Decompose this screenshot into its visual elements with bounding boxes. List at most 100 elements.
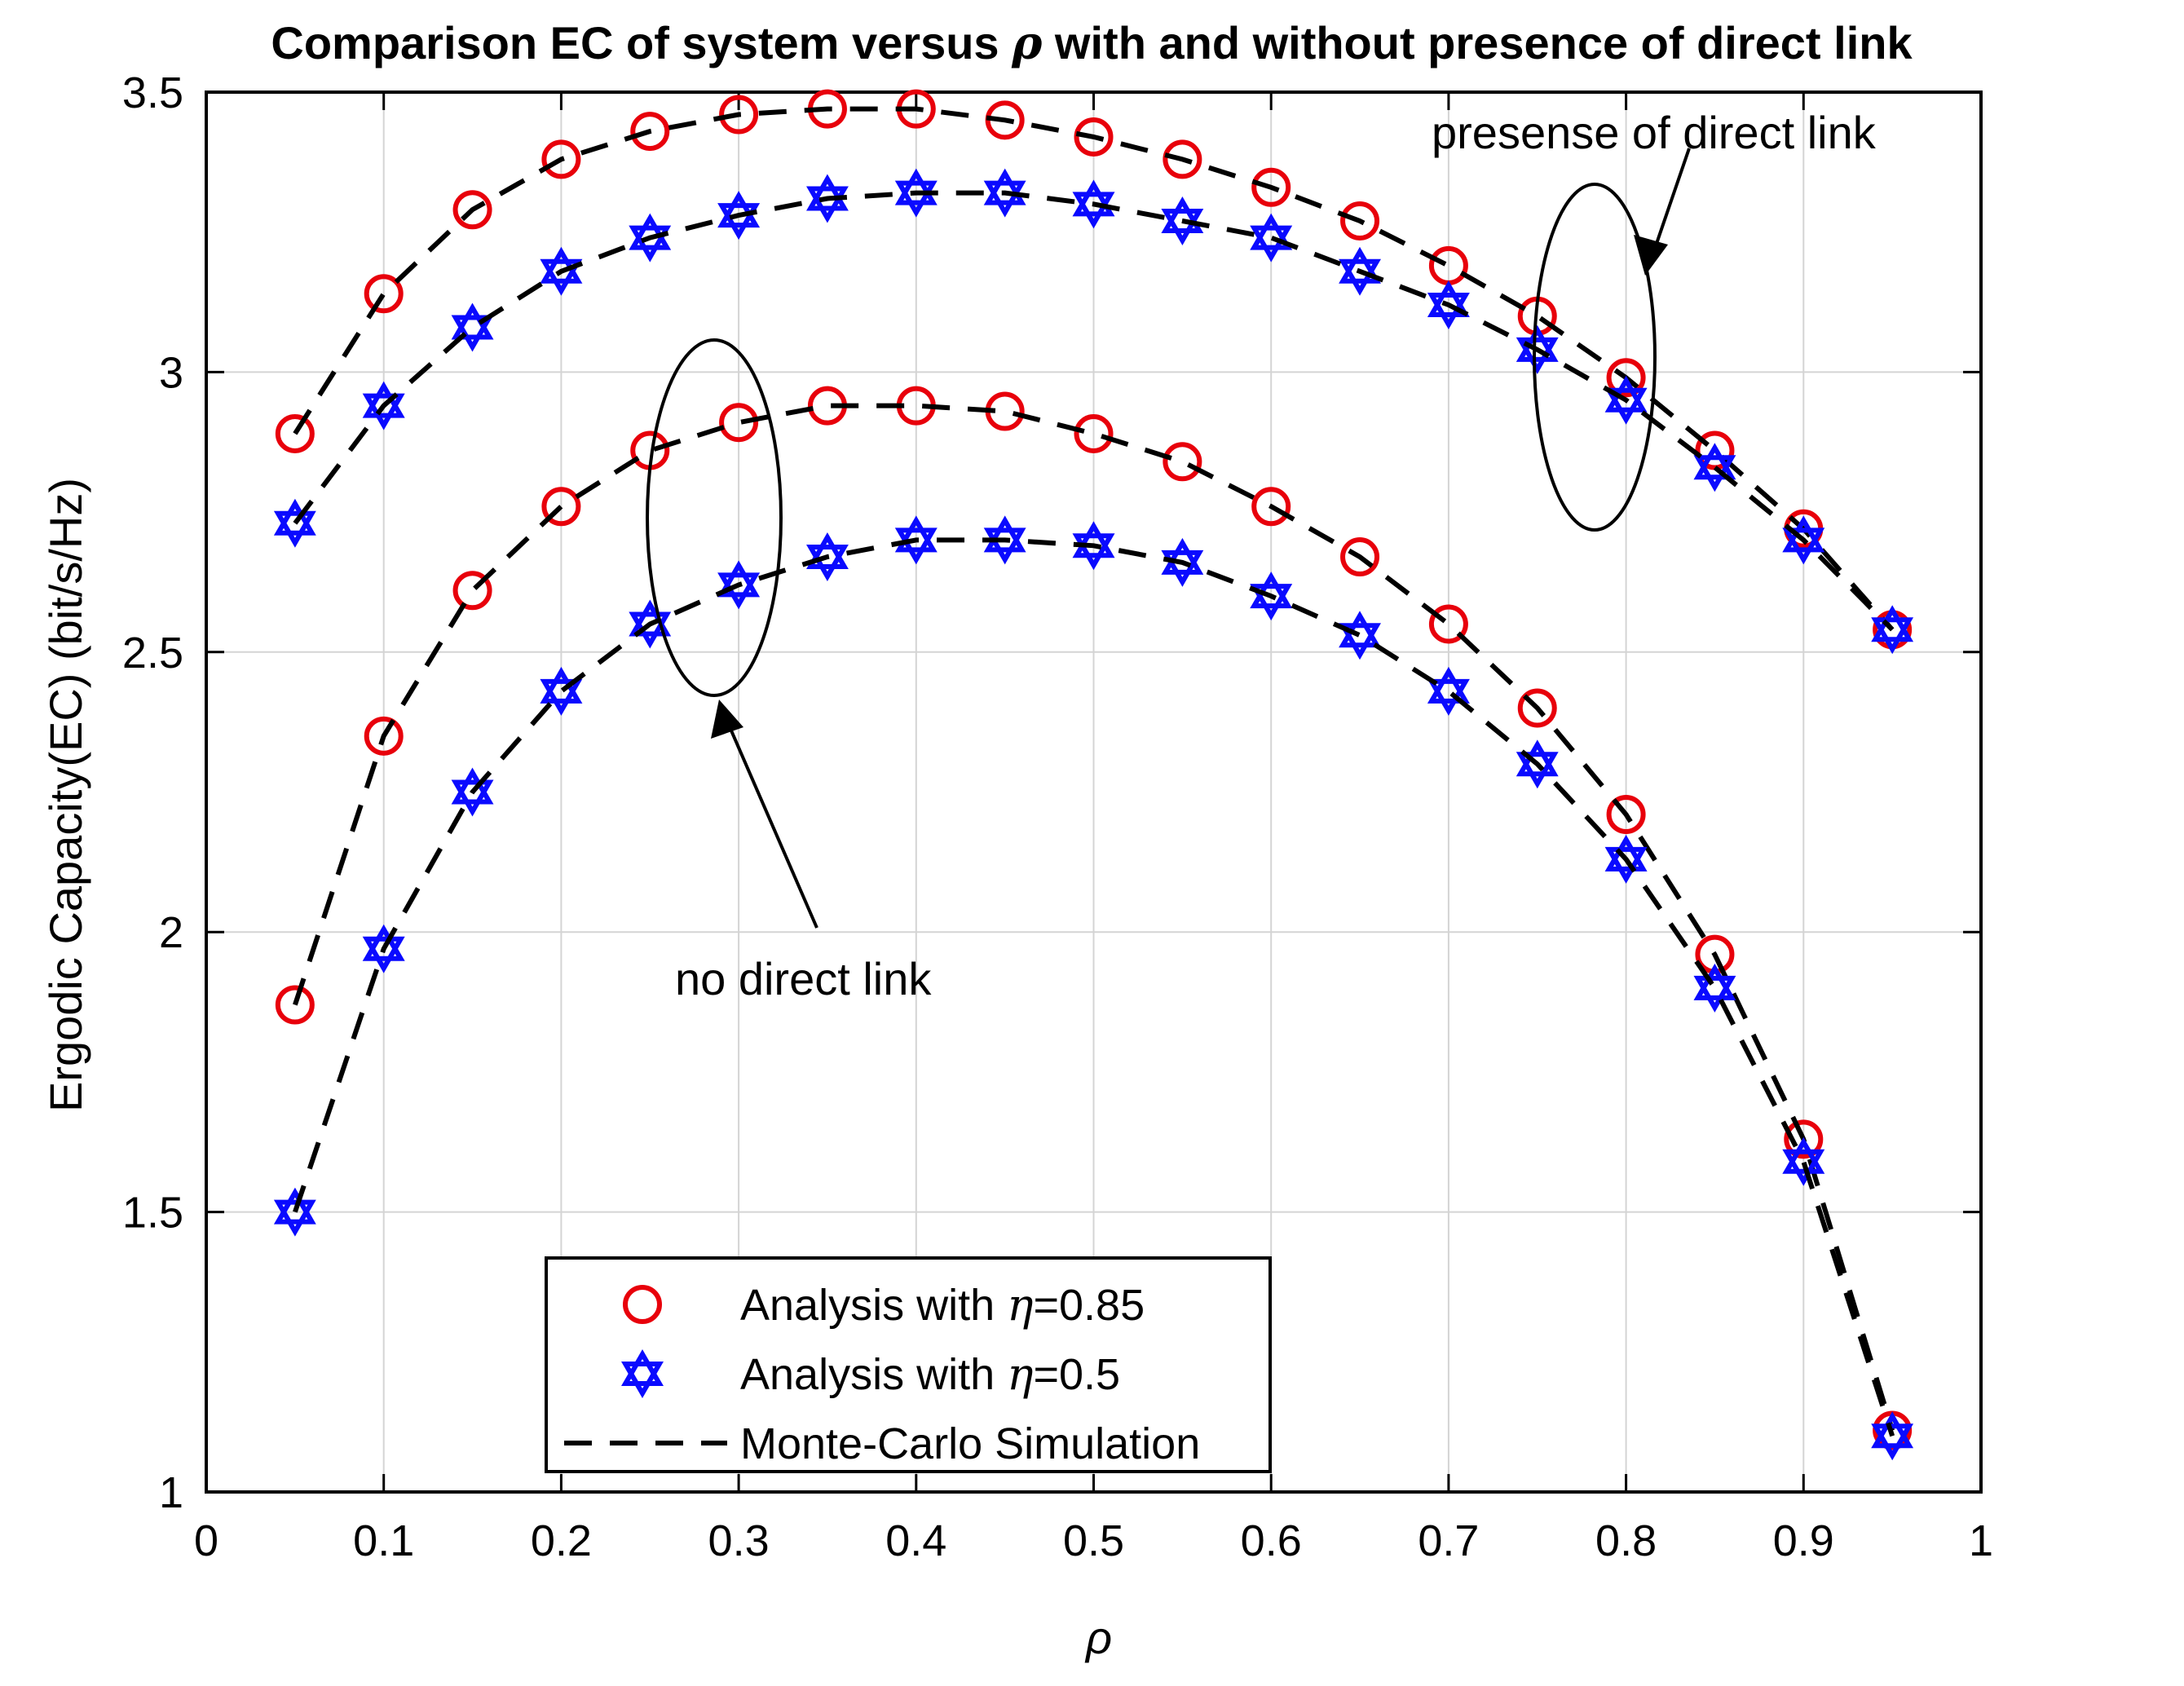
hexagram-triangle-down: [451, 779, 494, 817]
data-point-hexagram: [806, 174, 849, 223]
simulation-line: [293, 190, 1895, 632]
data-point-circle: [719, 403, 759, 443]
hexagram-triangle-down: [540, 678, 583, 716]
hexagram-triangle-up: [621, 1349, 664, 1386]
hexagram-triangle-down: [629, 225, 672, 263]
data-point-circle: [1606, 358, 1646, 398]
data-point-circle: [364, 274, 404, 314]
legend-entry: Analysis with η=0.5: [621, 1348, 1120, 1400]
data-point-hexagram: [717, 191, 761, 241]
y-tick-label: 3: [159, 348, 183, 397]
data-point-circle: [1074, 413, 1114, 453]
data-point-circle: [1428, 604, 1468, 644]
hexagram-triangle-down: [1516, 752, 1559, 789]
data-point-circle: [1163, 442, 1202, 482]
series-nodirect-eta05: [273, 515, 1914, 1461]
hexagram-triangle-up: [273, 1187, 316, 1225]
y-tick-label: 2: [159, 908, 183, 957]
annotation-direct-arrowhead: [1634, 235, 1668, 276]
hexagram-triangle-down: [1604, 846, 1648, 884]
data-point-circle: [452, 190, 492, 230]
data-point-hexagram: [983, 515, 1026, 565]
data-point-circle: [1517, 688, 1557, 728]
hexagram-triangle-up: [894, 168, 938, 205]
x-tick-label: 0.7: [1418, 1516, 1479, 1565]
x-tick-label: 0.8: [1595, 1516, 1657, 1565]
hexagram-triangle-up: [806, 174, 849, 211]
hexagram-triangle-down: [717, 203, 761, 241]
legend-marker-hexagram: [621, 1349, 664, 1398]
data-point-hexagram: [1871, 605, 1914, 655]
annotation-nodirect-arrowhead: [711, 700, 743, 739]
hexagram-triangle-down: [1604, 387, 1648, 425]
hexagram-triangle-down: [1693, 975, 1736, 1013]
grid: [206, 92, 1981, 1492]
data-point-hexagram: [894, 168, 938, 218]
annotation-nodirect-ellipse: [646, 338, 783, 697]
hexagram-triangle-down: [1782, 527, 1825, 565]
hexagram-triangle-down: [806, 186, 849, 223]
data-point-circle: [275, 985, 315, 1025]
hexagram-triangle-down: [273, 1199, 316, 1237]
x-axis-label: ρ: [1084, 1612, 1112, 1663]
hexagram-triangle-up: [1693, 963, 1736, 1000]
data-point-hexagram: [1161, 196, 1204, 246]
hexagram-triangle-up: [1782, 1137, 1825, 1174]
annotation-nodirect-text: no direct link: [675, 953, 932, 1004]
hexagram-triangle-up: [1871, 605, 1914, 642]
hexagram-triangle-down: [983, 527, 1026, 565]
x-tick-label: 0.1: [353, 1516, 414, 1565]
data-point-circle: [1251, 167, 1291, 207]
annotation-direct-text: presense of direct link: [1432, 107, 1877, 158]
legend-entry: Analysis with η=0.85: [623, 1279, 1145, 1331]
annotation-no-direct-link: no direct link: [646, 338, 932, 1004]
hexagram-triangle-up: [806, 532, 849, 569]
hexagram-triangle-up: [1250, 213, 1293, 250]
simulation-line: [293, 403, 1895, 1432]
hexagram-triangle-down: [894, 527, 938, 565]
data-point-hexagram: [1871, 1411, 1914, 1461]
data-point-hexagram: [451, 767, 494, 817]
x-tick-label: 0.5: [1063, 1516, 1124, 1565]
data-point-hexagram: [1161, 537, 1204, 587]
data-point-hexagram: [273, 1187, 316, 1237]
annotation-nodirect-arrow: [724, 717, 818, 929]
data-point-circle: [364, 716, 404, 756]
y-tick-label: 1: [159, 1468, 183, 1517]
y-tick-label: 1.5: [122, 1189, 183, 1238]
hexagram-triangle-up: [1693, 443, 1736, 480]
legend: Analysis with η=0.85 Analysis with η=0.5 M…: [545, 1256, 1272, 1473]
legend-label: Analysis with η=0.5: [740, 1348, 1120, 1400]
data-point-hexagram: [629, 213, 672, 263]
hexagram-triangle-down: [1339, 623, 1381, 660]
data-point-hexagram: [1782, 1137, 1825, 1186]
x-tick-label: 1: [1969, 1516, 1993, 1565]
x-tick-label: 0.3: [708, 1516, 770, 1565]
hexagram-triangle-down: [983, 180, 1026, 218]
chart-title: Comparison EC of system versus ρ with an…: [271, 16, 1913, 70]
hexagram-triangle-up: [1072, 521, 1115, 558]
data-point-hexagram: [1072, 521, 1115, 571]
hexagram-triangle-up: [1427, 666, 1470, 704]
hexagram-triangle-up: [362, 924, 405, 961]
plot-border: [205, 90, 1983, 1494]
hexagram-triangle-down: [451, 315, 494, 352]
hexagram-triangle-up: [717, 191, 761, 228]
data-point-circle: [630, 112, 670, 152]
hexagram-triangle-down: [1161, 209, 1204, 246]
hexagram-triangle-up: [1161, 196, 1204, 233]
x-tick-label: 0: [194, 1516, 218, 1565]
hexagram-triangle-up: [1871, 1411, 1914, 1449]
hexagram-triangle-down: [362, 936, 405, 973]
hexagram-triangle-down: [540, 258, 583, 296]
data-point-hexagram: [1072, 179, 1115, 229]
hexagram-triangle-down: [1072, 192, 1115, 229]
data-point-circle: [1251, 487, 1291, 527]
hexagram-triangle-down: [362, 393, 405, 430]
y-tick-label: 3.5: [122, 68, 183, 117]
hexagram-triangle-down: [894, 180, 938, 218]
data-point-hexagram: [1604, 834, 1648, 884]
hexagram-triangle-up: [983, 515, 1026, 553]
x-tick-label: 0.9: [1773, 1516, 1834, 1565]
x-tick-label: 0.2: [531, 1516, 592, 1565]
